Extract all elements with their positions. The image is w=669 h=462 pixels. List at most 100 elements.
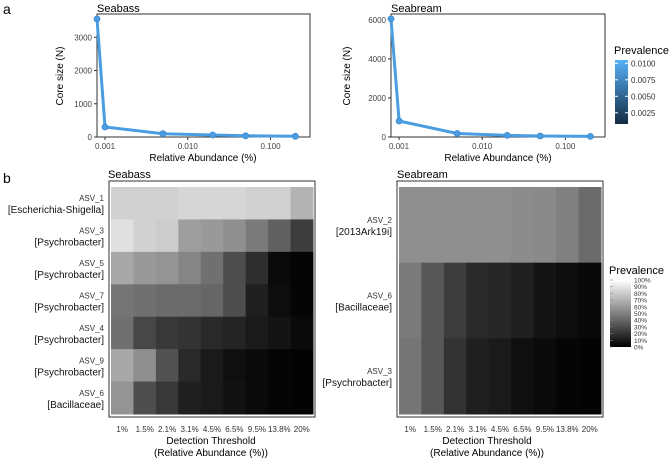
- data-point: [291, 132, 299, 140]
- heatmap-cell: [200, 316, 224, 350]
- heatmap-cell: [111, 381, 134, 415]
- legend-tick-label: 0.0100: [631, 59, 656, 68]
- heatmap-cell: [399, 262, 422, 339]
- heatmap-cell: [268, 187, 292, 220]
- data-point: [536, 132, 544, 140]
- y-axis-label: Core size (N): [342, 47, 353, 106]
- heatmap-cell: [268, 381, 292, 415]
- column-label: 1%: [404, 425, 416, 434]
- heatmap-cell: [443, 338, 467, 415]
- heatmap-cell: [268, 349, 292, 383]
- column-label: 20%: [582, 425, 598, 434]
- legend-tick-label: 0.0050: [631, 92, 656, 101]
- heatmap-cell: [533, 187, 557, 264]
- line-chart-seabream: Seabream Core size (N) Relative Abundanc…: [342, 3, 606, 164]
- heatmap-cell: [290, 251, 314, 285]
- heatmap-cell: [223, 187, 247, 220]
- heatmap-cell: [399, 338, 422, 415]
- row-label-asv: ASV_3: [79, 227, 104, 236]
- heatmap-cell: [178, 349, 202, 383]
- row-label-asv: ASV_9: [79, 356, 104, 365]
- heatmap-cell: [511, 338, 535, 415]
- series-line: [95, 18, 296, 138]
- heatmap-cell: [421, 338, 445, 415]
- heatmap-cell: [133, 284, 157, 318]
- x-axis-label-units: (Relative Abundance (%)): [430, 448, 544, 459]
- heatmap-cell: [245, 187, 269, 220]
- heatmap-cell: [245, 316, 269, 350]
- legend-colorbar: [610, 280, 631, 347]
- legend-tick-label: 20%: [634, 331, 647, 338]
- heatmap-cell: [223, 349, 247, 383]
- heatmap-cell: [111, 251, 134, 285]
- row-label-asv: ASV_5: [79, 259, 104, 268]
- heatmap-cell: [488, 338, 512, 415]
- heatmap-cell: [511, 187, 535, 264]
- chart-title: Seabream: [397, 169, 448, 181]
- legend-tick-label: 80%: [634, 291, 647, 298]
- row-label-taxon: [Psychrobacter]: [35, 238, 105, 249]
- y-tick-label: 0: [382, 133, 387, 142]
- heatmap-cell: [111, 284, 134, 318]
- heatmap-cell: [245, 349, 269, 383]
- row-label-asv: ASV_7: [79, 292, 104, 301]
- heatmap-cell: [178, 381, 202, 415]
- x-tick-label: 0.100: [555, 142, 576, 151]
- heatmap-cell: [533, 338, 557, 415]
- panel-label-b: b: [3, 170, 11, 186]
- heatmap-cell: [155, 219, 179, 253]
- heatmap-cell: [133, 349, 157, 383]
- row-label-taxon: [Bacillaceae]: [335, 303, 392, 314]
- chart-title: Seabass: [97, 3, 140, 15]
- legend-tick-label: 40%: [634, 318, 647, 325]
- legend-colorbar: [615, 60, 628, 124]
- heatmap-cell: [178, 219, 202, 253]
- heatmap-cell: [578, 338, 602, 415]
- heatmap-cell: [443, 187, 467, 264]
- legend-tick-label: 90%: [634, 284, 647, 291]
- legend-tick-label: 50%: [634, 311, 647, 318]
- y-tick-label: 6000: [368, 16, 386, 25]
- data-point: [209, 131, 217, 139]
- heatmap-cell: [268, 316, 292, 350]
- heatmap-cell: [111, 219, 134, 253]
- data-point: [93, 15, 101, 23]
- heatmap-cell: [578, 262, 602, 339]
- prevalence-legend-a: Prevalence 0.0100 0.0075 0.0050 0.0025: [614, 45, 669, 124]
- y-tick-label: 3000: [74, 33, 92, 42]
- heatmap-cell: [178, 251, 202, 285]
- plot-frame: [96, 13, 311, 138]
- row-label-taxon: [Psychrobacter]: [323, 378, 393, 389]
- heatmap-cell: [533, 262, 557, 339]
- x-tick-label: 0.010: [178, 142, 199, 151]
- column-label: 4.5%: [203, 425, 221, 434]
- heatmap-cell: [111, 187, 134, 220]
- heatmap-cell: [155, 349, 179, 383]
- panel-label-a: a: [3, 1, 11, 17]
- plot-frame: [390, 13, 606, 138]
- heatmap-cell: [556, 338, 580, 415]
- line-chart-seabass: Seabass Core size (N) Relative Abundance…: [55, 3, 311, 164]
- heatmap-cell: [578, 187, 602, 264]
- heatmap-cell: [111, 349, 134, 383]
- heatmap-cell: [111, 316, 134, 350]
- x-axis-label: Relative Abundance (%): [444, 153, 551, 164]
- heatmap-cell: [200, 349, 224, 383]
- heatmap-cell: [290, 219, 314, 253]
- row-label-taxon: [Psychrobacter]: [35, 270, 105, 281]
- column-label: 3.1%: [180, 425, 198, 434]
- legend-tick-label: 30%: [634, 324, 647, 331]
- x-tick-label: 0.010: [472, 142, 493, 151]
- heatmap-cell: [133, 251, 157, 285]
- y-tick-label: 1000: [74, 100, 92, 109]
- column-label: 6.5%: [225, 425, 243, 434]
- heatmap-cell: [178, 316, 202, 350]
- heatmap-cell: [245, 284, 269, 318]
- chart-title: Seabream: [391, 3, 442, 15]
- heatmap-cell: [290, 349, 314, 383]
- data-point: [159, 130, 167, 138]
- heatmap-cell: [178, 187, 202, 220]
- data-point: [387, 15, 395, 23]
- data-point: [503, 131, 511, 139]
